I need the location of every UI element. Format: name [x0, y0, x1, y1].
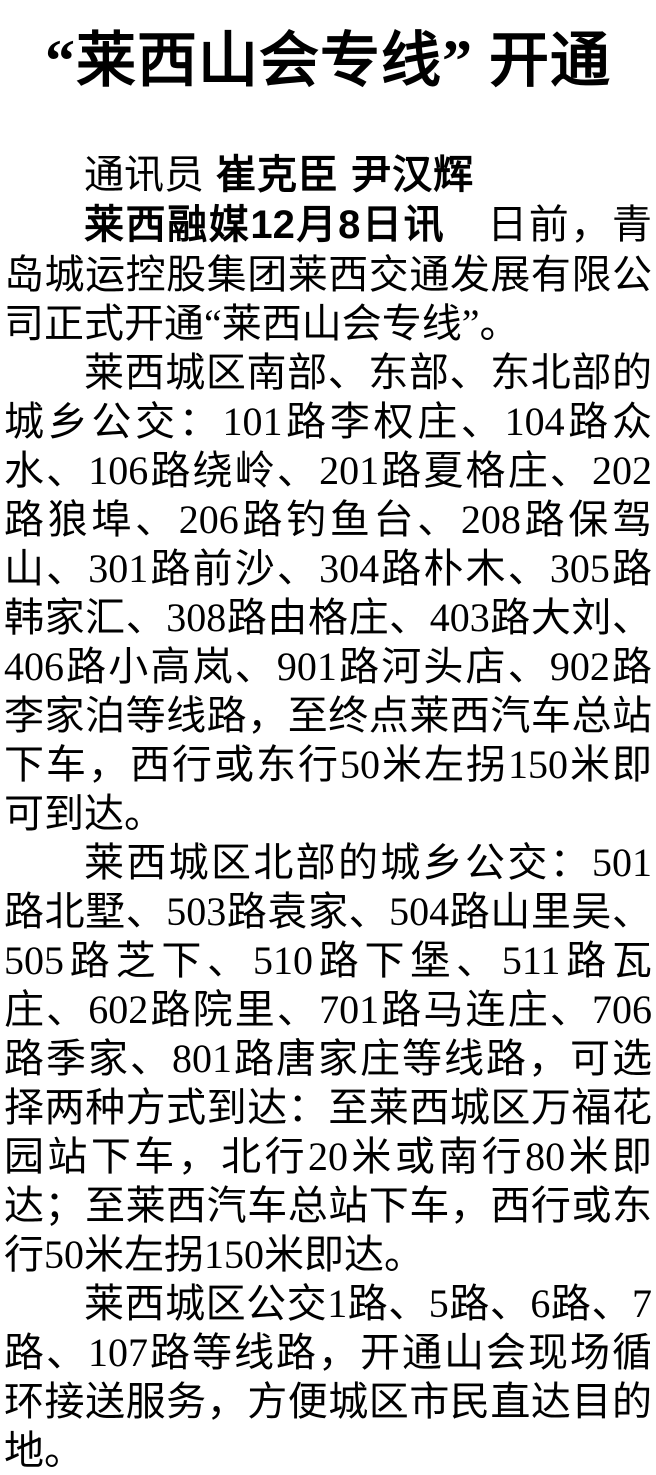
paragraph-text: 莱西城区南部、东部、东北部的城乡公交：101路李权庄、104路众水、106路绕岭…	[4, 350, 652, 836]
byline: 通讯员 崔克臣 尹汉辉	[4, 150, 652, 200]
paragraph-south-routes: 莱西城区南部、东部、东北部的城乡公交：101路李权庄、104路众水、106路绕岭…	[4, 348, 652, 838]
article-body: 通讯员 崔克臣 尹汉辉 莱西融媒12月8日讯 日前，青岛城运控股集团莱西交通发展有限…	[0, 150, 656, 1475]
byline-author-names: 崔克臣 尹汉辉	[216, 153, 475, 197]
byline-role-label: 通讯员	[84, 152, 204, 197]
article-headline: “莱西山会专线” 开通	[45, 28, 611, 94]
paragraph-text: 莱西城区公交1路、5路、6路、7路、107路等线路，开通山会现场循环接送服务，方…	[4, 1281, 652, 1473]
paragraph-text: 日前，青岛城运控股集团莱西交通发展有限公司正式开通“莱西山会专线”。	[4, 202, 652, 346]
paragraph-dateline: 莱西融媒12月8日讯 日前，青岛城运控股集团莱西交通发展有限公司正式开通“莱西山会…	[4, 200, 652, 348]
paragraph-north-routes: 莱西城区北部的城乡公交：501路北墅、503路袁家、504路山里吴、505路芝下…	[4, 838, 652, 1279]
dateline: 莱西融媒12月8日讯	[84, 203, 446, 247]
paragraph-city-routes: 莱西城区公交1路、5路、6路、7路、107路等线路，开通山会现场循环接送服务，方…	[4, 1279, 652, 1475]
paragraph-text: 莱西城区北部的城乡公交：501路北墅、503路袁家、504路山里吴、505路芝下…	[4, 840, 652, 1277]
